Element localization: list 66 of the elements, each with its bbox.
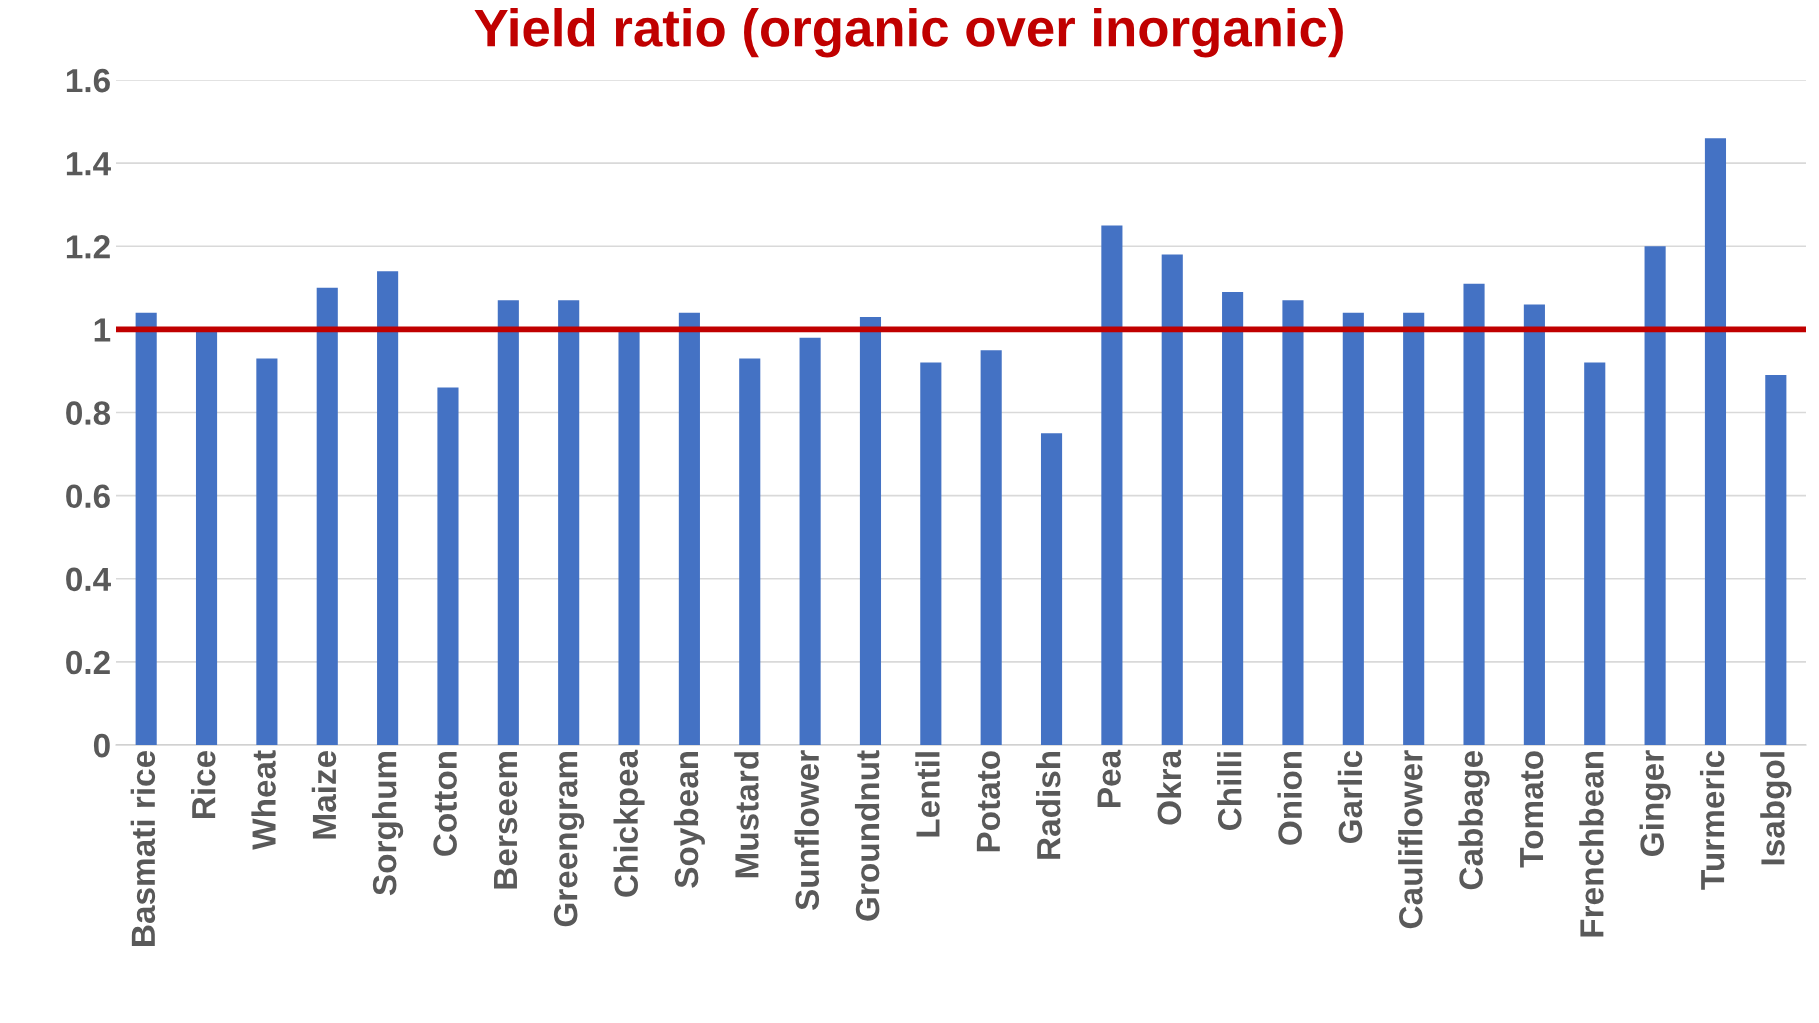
y-tick-label: 0.6 <box>66 484 110 509</box>
chart-title: Yield ratio (organic over inorganic) <box>474 8 1343 58</box>
bar <box>739 358 761 745</box>
bar <box>980 350 1002 745</box>
x-tick-label: Okra <box>1156 749 1182 825</box>
x-tick-label: Potato <box>976 751 1001 852</box>
bar <box>920 362 942 745</box>
x-tick-label: Soybean <box>673 751 705 888</box>
y-tick-label: 0.4 <box>66 567 111 592</box>
x-tick-label: Sunflower <box>794 750 820 911</box>
x-tick-label: Sorghum <box>372 751 404 896</box>
x-tick-label: Radish <box>1036 751 1061 859</box>
x-tick-label: Lentil <box>915 752 940 837</box>
bar <box>195 329 218 745</box>
bar <box>1644 246 1666 745</box>
bar <box>1463 283 1485 745</box>
bar <box>256 358 278 745</box>
bar <box>497 300 519 745</box>
x-tick-label: Tomato <box>1520 751 1544 868</box>
y-tick-label: 1.4 <box>66 152 111 176</box>
x-tick-label: Greengram <box>553 751 585 927</box>
y-tick-label: 1.2 <box>66 235 110 259</box>
bar <box>799 337 821 745</box>
x-tick-label: Turmeric <box>1699 750 1725 890</box>
bar <box>1101 225 1123 745</box>
x-tick-label: Cotton <box>433 751 457 856</box>
y-tick-label: 1 <box>94 318 111 342</box>
x-tick-label: Isabgol <box>1760 752 1792 865</box>
x-tick-label: Cauliflower <box>1398 750 1423 929</box>
x-tick-label: Frenchbean <box>1579 751 1604 937</box>
bar <box>1161 254 1183 745</box>
bar <box>1523 304 1545 745</box>
x-tick-label: Ginger <box>1639 750 1671 856</box>
bar <box>1403 312 1425 745</box>
bar <box>1342 312 1364 745</box>
x-tick-label: Basmati rice <box>130 750 156 946</box>
x-tick-label: Cabbage <box>1458 750 1490 890</box>
bar <box>377 271 399 745</box>
bar <box>1584 362 1606 745</box>
bar <box>558 300 580 745</box>
x-tick-label: Pea <box>1097 749 1121 807</box>
bar <box>1222 291 1244 745</box>
x-tick-label: Chilli <box>1217 752 1242 830</box>
x-tick-label: Garlic <box>1337 750 1363 843</box>
y-tick-label: 0 <box>93 733 110 758</box>
bar <box>1704 138 1727 745</box>
bar <box>678 312 700 745</box>
x-tick-label: Maize <box>311 750 337 839</box>
bar <box>135 312 157 745</box>
bar <box>618 329 640 745</box>
x-tick-label: Wheat <box>251 750 276 850</box>
bar <box>316 287 338 745</box>
x-tick-label: Onion <box>1277 751 1302 845</box>
x-tick-label: Chickpea <box>613 749 645 897</box>
y-tick-label: 0.2 <box>66 650 110 675</box>
bar <box>1040 433 1063 745</box>
x-tick-label: Rice <box>191 750 216 819</box>
bar <box>1765 375 1787 745</box>
x-tick-label: Mustard <box>734 752 759 878</box>
x-tick-label: Berseem <box>494 751 518 889</box>
bar <box>437 387 459 745</box>
x-tick-label: Groundnut <box>854 750 880 921</box>
y-tick-label: 1.6 <box>66 68 110 93</box>
y-tick-label: 0.8 <box>66 401 111 425</box>
bar <box>859 316 882 745</box>
bar <box>1282 300 1304 745</box>
